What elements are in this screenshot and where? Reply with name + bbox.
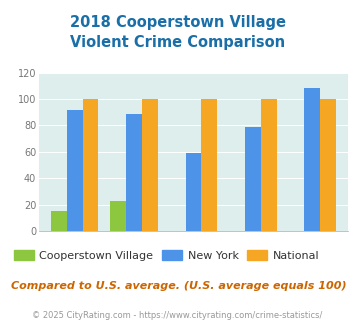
Bar — [110, 201, 126, 231]
Legend: Cooperstown Village, New York, National: Cooperstown Village, New York, National — [9, 246, 324, 266]
Text: 2018 Cooperstown Village
Violent Crime Comparison: 2018 Cooperstown Village Violent Crime C… — [70, 15, 285, 50]
Bar — [201, 99, 217, 231]
Bar — [320, 99, 336, 231]
Text: © 2025 CityRating.com - https://www.cityrating.com/crime-statistics/: © 2025 CityRating.com - https://www.city… — [32, 312, 323, 320]
Bar — [261, 99, 277, 231]
Bar — [83, 99, 98, 231]
Bar — [51, 211, 67, 231]
Bar — [142, 99, 158, 231]
Text: Compared to U.S. average. (U.S. average equals 100): Compared to U.S. average. (U.S. average … — [11, 280, 346, 291]
Bar — [126, 114, 142, 231]
Bar — [304, 88, 320, 231]
Bar — [245, 127, 261, 231]
Bar — [67, 110, 83, 231]
Bar — [186, 153, 201, 231]
